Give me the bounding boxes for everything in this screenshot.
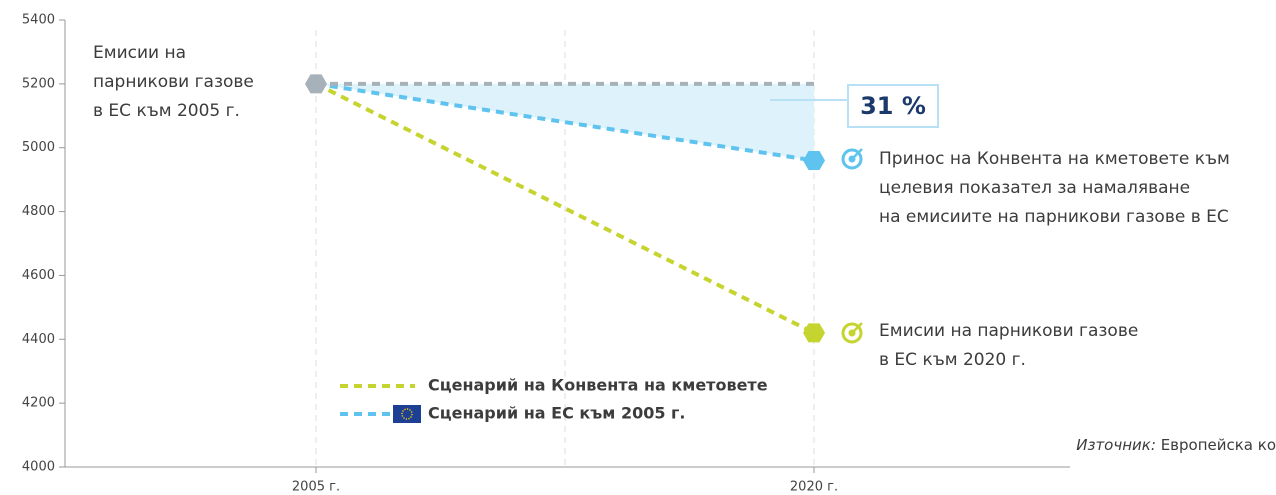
callout-value: 31 % bbox=[860, 92, 926, 120]
series-line bbox=[315, 82, 815, 335]
marker bbox=[803, 150, 825, 171]
target-icon bbox=[851, 148, 863, 160]
source-label: Източник: bbox=[1076, 436, 1156, 454]
y-tick-label: 4600 bbox=[22, 268, 55, 283]
eu-flag-stars bbox=[401, 408, 413, 420]
annotation: Емисии на bbox=[93, 43, 186, 63]
x-tick-label: 2020 г. bbox=[790, 480, 838, 495]
legend-label: Сценарий на ЕС към 2005 г. bbox=[428, 404, 685, 423]
annotation: на емисиите на парникови газове в ЕС bbox=[879, 207, 1229, 227]
eu-flag bbox=[393, 405, 421, 423]
source: Източник: Европейска ко bbox=[1076, 436, 1276, 454]
annotation: парникови газове bbox=[93, 72, 254, 92]
annotation: в ЕС към 2020 г. bbox=[879, 350, 1026, 370]
marker bbox=[305, 74, 327, 94]
reduction-area bbox=[316, 83, 814, 161]
annotation: целевия показател за намаляване bbox=[879, 178, 1190, 198]
source-text: Европейска ко bbox=[1161, 436, 1276, 454]
x-tick-label: 2005 г. bbox=[292, 480, 340, 495]
y-tick-label: 4400 bbox=[22, 332, 55, 347]
y-tick-label: 4000 bbox=[22, 460, 55, 475]
annotation: Принос на Конвента на кметовете към bbox=[879, 149, 1230, 169]
annotation: Емисии на парникови газове bbox=[879, 321, 1138, 341]
annotation: в ЕС към 2005 г. bbox=[93, 101, 240, 121]
y-tick-label: 5400 bbox=[22, 13, 55, 28]
y-tick-label: 5000 bbox=[22, 140, 55, 155]
target-icon bbox=[851, 322, 863, 334]
legend-label: Сценарий на Конвента на кметовете bbox=[428, 376, 768, 395]
marker bbox=[803, 323, 825, 343]
target-icon bbox=[841, 322, 863, 344]
callout-box bbox=[847, 84, 939, 128]
y-tick-label: 4200 bbox=[22, 396, 55, 411]
y-tick-label: 5200 bbox=[22, 76, 55, 91]
target-icon bbox=[841, 148, 863, 170]
y-tick-label: 4800 bbox=[22, 204, 55, 219]
